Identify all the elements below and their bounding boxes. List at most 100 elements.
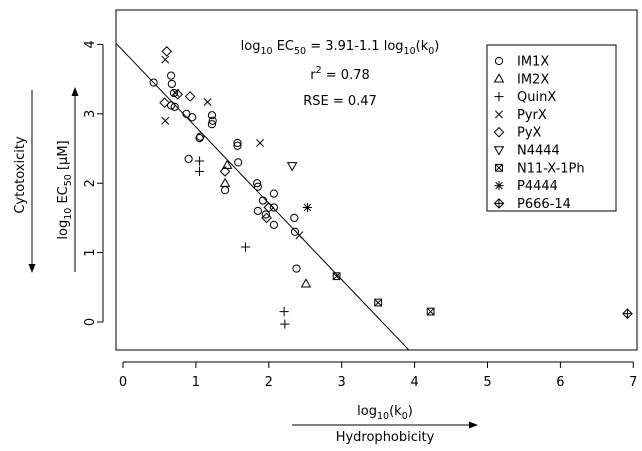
series-n11-x-1ph — [332, 272, 435, 316]
legend-label-im1x: IM1X — [517, 55, 549, 70]
data-point-im1x — [182, 109, 191, 118]
data-point-pyrx — [203, 98, 212, 106]
marker-circle — [149, 78, 158, 87]
data-point-p4444 — [302, 202, 313, 213]
data-point-im1x — [290, 227, 300, 236]
marker-circle — [290, 227, 300, 236]
data-point-n11-x-1ph — [374, 298, 383, 307]
data-point-im1x — [233, 141, 242, 150]
marker-plus — [194, 156, 205, 166]
data-point-im1x — [170, 102, 179, 111]
y-tick-label: 2 — [83, 179, 98, 187]
data-point-pyrx — [256, 138, 265, 147]
series-pyrx — [161, 55, 304, 240]
cytotoxicity-label: Cytotoxicity — [13, 136, 28, 214]
marker-triangle — [493, 73, 505, 83]
x-tick-label: 0 — [119, 375, 127, 390]
data-point-im1x — [169, 88, 179, 98]
marker-diamond — [172, 89, 183, 100]
marker-box-x — [426, 307, 435, 316]
legend-marker — [493, 73, 505, 83]
marker-diamond — [261, 212, 272, 224]
marker-circle — [233, 141, 242, 150]
marker-circle — [170, 102, 179, 111]
data-point-im1x — [269, 203, 279, 212]
marker-circle — [269, 189, 279, 198]
annotation-rse: RSE = 0.47 — [303, 94, 377, 109]
series-p4444 — [302, 202, 313, 213]
marker-box — [332, 272, 341, 281]
marker-circle — [188, 113, 197, 122]
data-point-im1x — [167, 79, 176, 89]
data-point-im1x — [261, 210, 270, 219]
plot-frame — [115, 9, 638, 351]
marker-circle — [167, 71, 176, 80]
marker-triangle — [300, 278, 312, 288]
data-point-pyx — [263, 202, 275, 213]
x-tick-label: 2 — [265, 375, 273, 390]
marker-plus — [280, 319, 290, 329]
legend-box — [486, 44, 617, 212]
legend-marker — [494, 56, 504, 66]
data-point-im1x — [220, 186, 230, 195]
data-point-im1x — [167, 101, 176, 110]
marker-x — [203, 98, 212, 106]
data-point-im1x — [253, 179, 262, 188]
data-point-im1x — [208, 116, 217, 125]
y-tick-label: 4 — [83, 40, 98, 48]
data-point-im2x — [219, 177, 231, 187]
marker-plus — [279, 306, 289, 317]
marker-circle — [208, 116, 217, 125]
data-point-im1x — [290, 213, 299, 222]
marker-triangle — [219, 177, 231, 187]
marker-circle — [195, 133, 204, 143]
data-point-pyrx — [161, 55, 170, 64]
x-tick-label: 5 — [483, 375, 491, 390]
marker-x — [495, 110, 503, 119]
marker-box-x — [374, 298, 382, 307]
x-tick-label: 3 — [338, 375, 346, 390]
marker-circle — [269, 203, 279, 212]
series-n4444 — [286, 162, 298, 172]
marker-box — [374, 298, 383, 307]
data-point-pyx — [261, 212, 272, 224]
marker-box — [426, 307, 435, 316]
data-point-im1x — [292, 264, 301, 273]
x-tick-label: 1 — [192, 375, 200, 390]
marker-x — [256, 138, 265, 147]
x-axis-title: log10​(k0​) — [357, 404, 413, 422]
data-point-im1x — [188, 113, 197, 122]
marker-circle — [253, 179, 262, 188]
data-point-im1x — [258, 196, 268, 205]
data-point-quinx — [279, 306, 289, 317]
data-point-pyrx — [295, 231, 304, 240]
legend-label-im2x: IM2X — [517, 72, 549, 87]
marker-x — [295, 231, 304, 240]
marker-plus — [194, 166, 205, 177]
marker-asterisk — [302, 202, 313, 213]
marker-circle — [184, 154, 193, 164]
data-point-n11-x-1ph — [426, 307, 435, 316]
marker-box-x — [495, 164, 503, 172]
data-point-im1x — [253, 182, 262, 191]
data-point-im2x — [300, 278, 312, 288]
marker-diamond — [159, 97, 170, 109]
marker-circle — [207, 120, 217, 129]
data-point-pyx — [219, 166, 231, 177]
x-tick-label: 4 — [410, 375, 418, 390]
legend-marker — [494, 181, 504, 191]
data-point-quinx — [280, 319, 290, 329]
marker-cdiamond-cross — [622, 309, 633, 319]
data-point-p666-14 — [622, 308, 633, 319]
marker-box — [495, 163, 503, 172]
marker-triangle-down — [493, 146, 505, 156]
legend-label-p4444: P4444 — [517, 179, 558, 194]
legend-label-p666-14: P666-14 — [517, 197, 571, 212]
marker-circle — [196, 132, 205, 141]
data-point-pyx — [159, 97, 170, 109]
marker-circle — [292, 264, 301, 273]
marker-circle — [269, 220, 279, 229]
hydrophobicity-arrowhead — [469, 421, 478, 429]
y-tick-label: 1 — [83, 248, 98, 256]
